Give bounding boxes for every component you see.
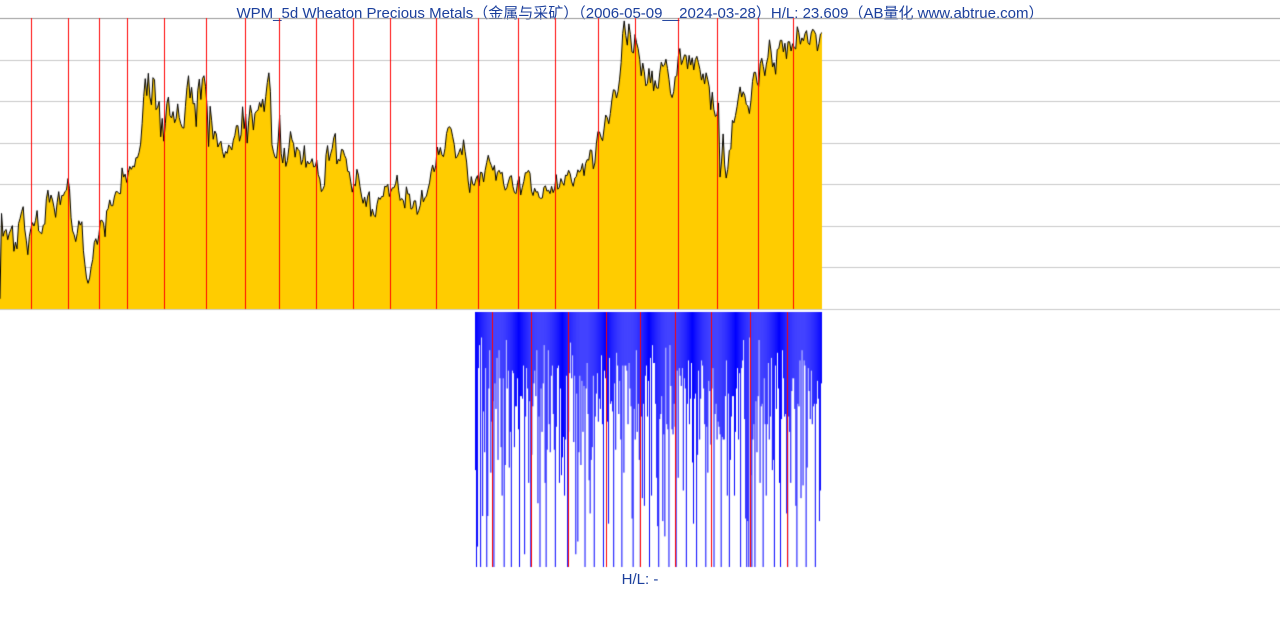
price-chart-canvas: [0, 0, 1280, 620]
chart-footer: H/L: -: [0, 571, 1280, 588]
